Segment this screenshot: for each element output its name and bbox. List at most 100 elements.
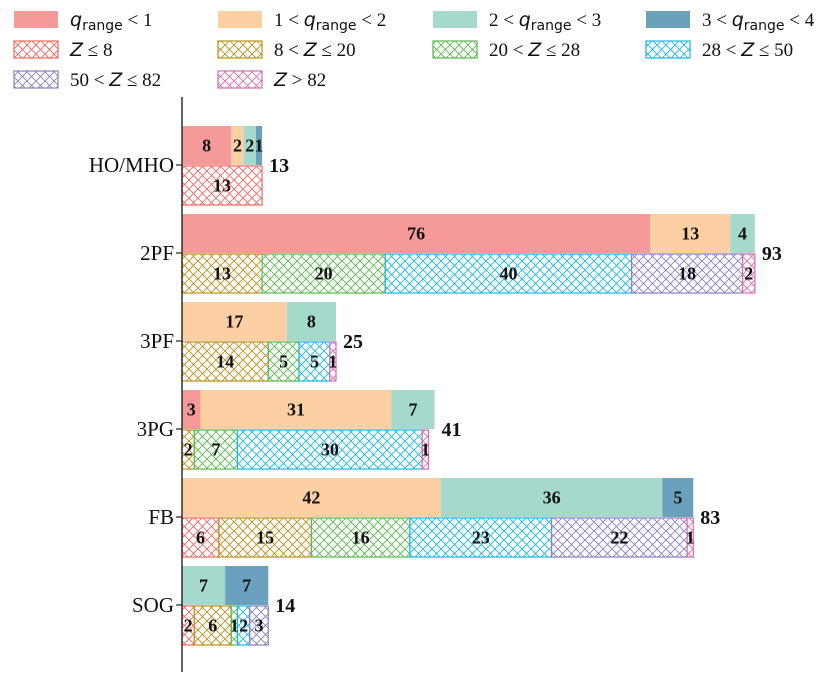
3pg-z1-value-label: 2	[184, 440, 193, 460]
2pf-q1-bar	[650, 214, 731, 253]
legend-label: 28 < Z ≤ 50	[702, 39, 793, 61]
3pg-q2-value-label: 7	[409, 400, 418, 420]
3pf-z3-bar	[298, 341, 331, 382]
legend-item: 28 < Z ≤ 50	[645, 39, 793, 61]
2pf-q2-value-label: 4	[738, 224, 747, 244]
fb-total-label: 83	[700, 507, 720, 529]
sog-z0-value-label: 2	[184, 616, 193, 636]
legend-swatch	[645, 40, 691, 59]
legend-label: Z ≤ 8	[69, 39, 112, 61]
fb-q2-value-label: 36	[543, 488, 561, 508]
3pg-z2-bar	[193, 429, 239, 470]
sog-z1-value-label: 6	[208, 616, 217, 636]
ho-mho-z0-bar	[181, 165, 263, 206]
legend: qrange < 1 1 < qrange < 2 2 < qrange < 3 3 …	[13, 9, 815, 91]
y-tick-label-3pg: 3PG	[137, 417, 174, 441]
sog-z2-value-label: 1	[230, 616, 239, 636]
2pf-q1-value-label: 13	[681, 224, 699, 244]
legend-swatch	[432, 40, 478, 59]
legend-item: 3 < qrange < 4	[646, 9, 815, 34]
sog-z3-value-label: 2	[239, 616, 248, 636]
3pf-q2-value-label: 8	[307, 312, 316, 332]
ho-mho-q1-bar	[231, 126, 244, 165]
3pg-q0-bar	[182, 390, 201, 429]
3pg-z3-value-label: 30	[321, 440, 339, 460]
ho-mho-q3-bar	[255, 126, 263, 165]
3pg-q0-value-label: 3	[187, 400, 196, 420]
fb-q1-value-label: 42	[302, 488, 320, 508]
ho-mho-q2-value-label: 2	[245, 136, 254, 156]
legend-swatch	[13, 70, 59, 89]
2pf-q0-value-label: 76	[407, 224, 425, 244]
legend-label: 2 < qrange < 3	[489, 9, 601, 34]
sog-z4-bar	[249, 605, 269, 646]
3pf-z2-bar	[267, 341, 300, 382]
legend-swatch	[433, 11, 477, 28]
3pg-q1-value-label: 31	[287, 400, 305, 420]
legend-label: 3 < qrange < 4	[702, 9, 815, 34]
fb-z3-bar	[409, 517, 553, 558]
legend-label: 20 < Z ≤ 28	[489, 39, 580, 61]
legend-item: Z ≤ 8	[13, 39, 112, 61]
3pg-z2-value-label: 7	[211, 440, 220, 460]
2pf-q0-bar	[182, 214, 651, 253]
3pf-z5-value-label: 1	[328, 352, 337, 372]
sog-q2-bar	[182, 566, 226, 605]
sog-q3-bar	[225, 566, 269, 605]
bars	[181, 126, 756, 646]
y-tick-label-2pf: 2PF	[140, 241, 174, 265]
3pf-total-label: 25	[343, 331, 363, 353]
legend-swatch	[13, 40, 59, 59]
3pf-z3-value-label: 5	[310, 352, 319, 372]
3pf-q1-bar	[182, 302, 287, 341]
legend-swatch	[217, 70, 263, 89]
legend-item: qrange < 1	[14, 9, 153, 34]
ho-mho-total-label: 13	[269, 155, 289, 177]
ho-mho-q0-bar	[182, 126, 232, 165]
2pf-z5-value-label: 2	[744, 264, 753, 284]
2pf-total-label: 93	[762, 243, 782, 265]
legend-label: 50 < Z ≤ 82	[70, 69, 161, 91]
legend-item: 1 < qrange < 2	[218, 9, 386, 34]
legend-label: Z > 82	[273, 69, 326, 91]
legend-label: 1 < qrange < 2	[274, 9, 386, 34]
ho-mho-z0-value-label: 13	[213, 176, 231, 196]
sog-z4-value-label: 3	[255, 616, 264, 636]
2pf-z2-bar	[261, 253, 386, 294]
ho-mho-q3-value-label: 1	[255, 136, 264, 156]
fb-z4-value-label: 22	[610, 528, 628, 548]
2pf-z2-value-label: 20	[315, 264, 333, 284]
ho-mho-q1-value-label: 2	[233, 136, 242, 156]
legend-swatch	[217, 40, 263, 59]
3pg-total-label: 41	[442, 419, 462, 441]
legend-item: 2 < qrange < 3	[433, 9, 601, 34]
fb-z5-bar	[686, 517, 694, 558]
fb-z5-value-label: 1	[686, 528, 695, 548]
legend-swatch	[218, 11, 262, 28]
fb-q3-value-label: 5	[673, 488, 682, 508]
2pf-z1-value-label: 13	[213, 264, 231, 284]
legend-swatch	[646, 11, 690, 28]
3pg-q1-bar	[200, 390, 392, 429]
fb-z2-value-label: 16	[352, 528, 370, 548]
sog-q3-value-label: 7	[242, 576, 251, 596]
legend-item: 50 < Z ≤ 82	[13, 69, 161, 91]
fb-z0-bar	[181, 517, 220, 558]
legend-swatch	[14, 11, 58, 28]
2pf-z3-bar	[384, 253, 633, 294]
2pf-q2-bar	[730, 214, 755, 253]
sog-q2-value-label: 7	[199, 576, 208, 596]
legend-item: 20 < Z ≤ 28	[432, 39, 580, 61]
y-tick-label-sog: SOG	[132, 593, 174, 617]
3pg-z5-value-label: 1	[421, 440, 430, 460]
fb-z1-value-label: 15	[256, 528, 274, 548]
y-tick-label-ho-mho: HO/MHO	[89, 153, 174, 177]
legend-item: 8 < Z ≤ 20	[217, 39, 356, 61]
fb-z1-bar	[218, 517, 312, 558]
2pf-z4-value-label: 18	[678, 264, 696, 284]
legend-label: qrange < 1	[70, 9, 153, 34]
ho-mho-q0-value-label: 8	[202, 136, 211, 156]
fb-q1-bar	[182, 478, 441, 517]
